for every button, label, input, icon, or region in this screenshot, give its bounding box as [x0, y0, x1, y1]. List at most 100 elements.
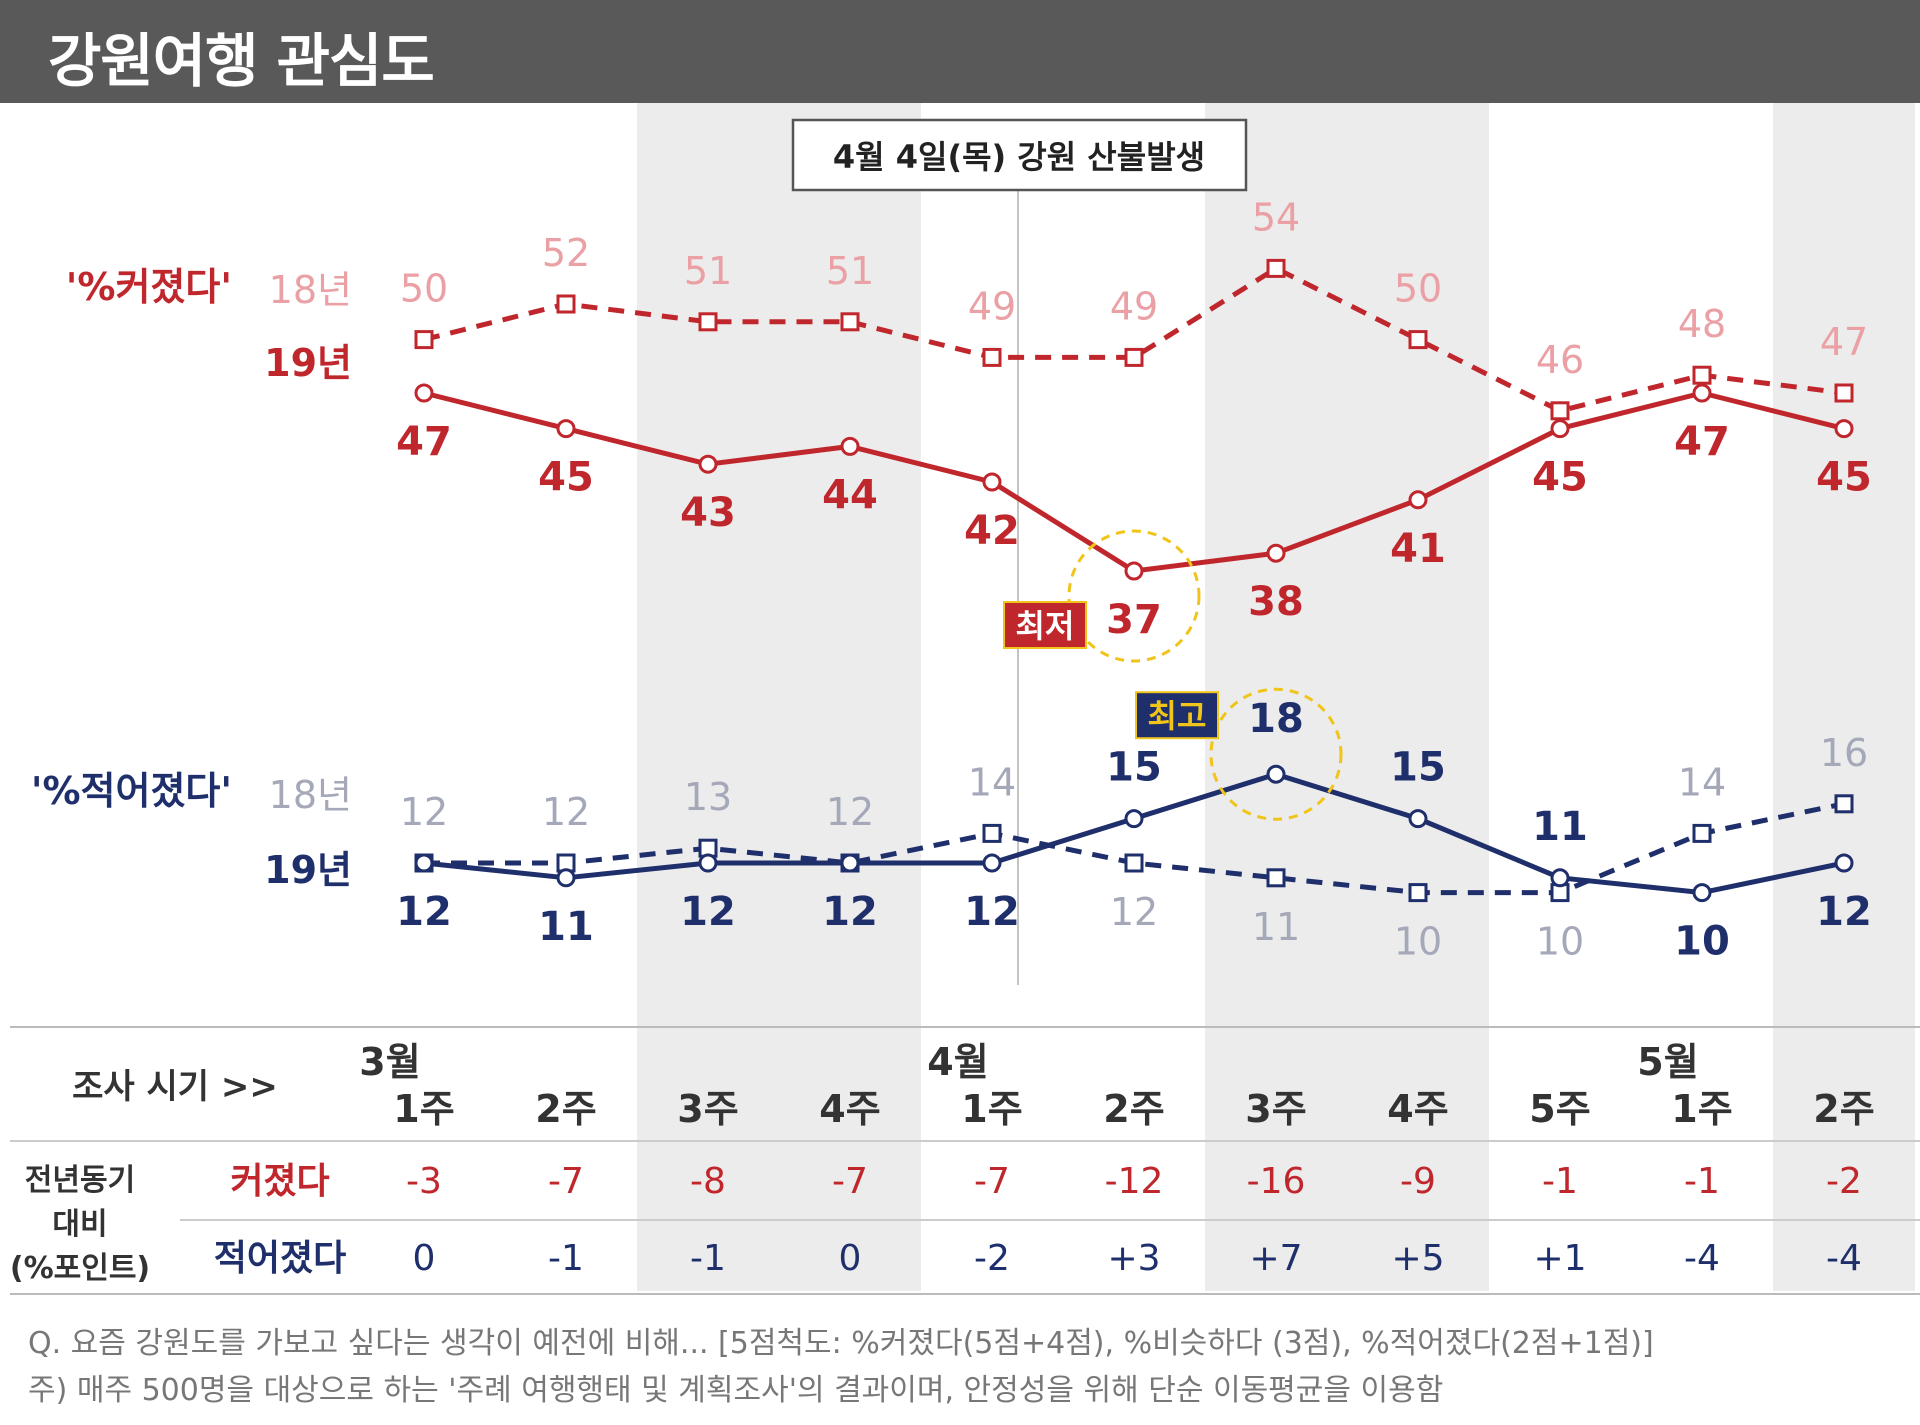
data-label-19-0-4: 42	[964, 508, 1020, 554]
point-1-0-6	[1266, 868, 1286, 888]
table-cell-0-2: -8	[690, 1161, 726, 1202]
table-cell-0-8: -1	[1542, 1161, 1578, 1202]
row-group-label-0: 전년동기	[25, 1163, 135, 1198]
data-label-19-1-1: 11	[538, 904, 594, 950]
point-0-0-3	[840, 312, 860, 332]
point-1-0-9	[1692, 823, 1712, 843]
event-label: 4월 4일(목) 강원 산불발생	[833, 138, 1205, 176]
period-month-9: 5월	[1637, 1040, 1698, 1084]
data-label-19-1-3: 12	[822, 889, 878, 935]
table-cell-0-10: -2	[1826, 1161, 1862, 1202]
period-week-1: 2주	[535, 1087, 596, 1131]
point-0-1-4	[982, 472, 1002, 492]
badge-text-0: 최저	[1016, 607, 1075, 645]
data-label-19-1-10: 12	[1816, 889, 1872, 935]
data-label-18-0-1: 52	[542, 231, 590, 275]
data-label-18-0-4: 49	[968, 284, 1016, 328]
data-label-19-0-7: 41	[1390, 526, 1446, 572]
point-0-0-4	[982, 347, 1002, 367]
point-1-1-3	[840, 853, 860, 873]
series-label-18-1: 18년	[269, 773, 352, 817]
column-shade-7	[1347, 103, 1489, 1291]
point-1-0-10	[1834, 794, 1854, 814]
column-shade-10	[1773, 103, 1915, 1291]
badge-box-1	[1135, 691, 1219, 740]
footnote-question: Q. 요즘 강원도를 가보고 싶다는 생각이 예전에 비해... [5점척도: …	[28, 1326, 1654, 1361]
period-week-0: 1주	[393, 1087, 454, 1131]
period-week-3: 4주	[819, 1087, 880, 1131]
period-week-7: 4주	[1387, 1087, 1448, 1131]
point-0-1-5	[1124, 561, 1144, 581]
column-shade-2	[637, 103, 779, 1291]
row-group-label-2: (%포인트)	[10, 1251, 150, 1286]
row-group-label-1: 대비	[52, 1207, 107, 1242]
table-cell-0-3: -7	[832, 1161, 868, 1202]
table-cell-0-5: -12	[1105, 1161, 1164, 1202]
data-label-18-1-5: 12	[1110, 890, 1158, 934]
data-label-18-0-3: 51	[826, 249, 874, 293]
table-cell-0-9: -1	[1684, 1161, 1720, 1202]
point-0-0-1	[556, 294, 576, 314]
point-0-0-0	[414, 330, 434, 350]
data-label-19-1-5: 15	[1106, 745, 1162, 791]
column-shade-3	[779, 103, 921, 1291]
series-label-19-0: 19년	[264, 341, 352, 385]
data-label-18-0-2: 51	[684, 249, 732, 293]
data-label-18-1-6: 11	[1252, 905, 1300, 949]
data-label-19-0-10: 45	[1816, 455, 1872, 501]
data-label-18-0-5: 49	[1110, 284, 1158, 328]
period-week-9: 1주	[1671, 1087, 1732, 1131]
point-0-1-1	[556, 419, 576, 439]
table-cell-1-5: +3	[1107, 1238, 1160, 1279]
point-1-1-2	[698, 853, 718, 873]
data-label-18-1-8: 10	[1536, 920, 1584, 964]
data-label-18-1-0: 12	[400, 790, 448, 834]
data-label-18-1-2: 13	[684, 775, 732, 819]
data-label-18-0-10: 47	[1820, 320, 1868, 364]
data-label-18-1-4: 14	[968, 760, 1016, 804]
footnote-note: 주) 매주 500명을 대상으로 하는 '주례 여행행태 및 계획조사'의 결과…	[28, 1373, 1444, 1408]
period-week-6: 3주	[1245, 1087, 1306, 1131]
point-1-1-0	[414, 853, 434, 873]
data-label-19-1-7: 15	[1390, 745, 1446, 791]
table-cell-1-10: -4	[1826, 1238, 1862, 1279]
series-label-18-0: 18년	[269, 268, 352, 312]
point-0-0-7	[1408, 330, 1428, 350]
period-week-2: 3주	[677, 1087, 738, 1131]
table-cell-1-2: -1	[690, 1238, 726, 1279]
data-label-19-0-2: 43	[680, 490, 736, 536]
period-week-5: 2주	[1103, 1087, 1164, 1131]
point-0-0-9	[1692, 365, 1712, 385]
data-label-18-1-3: 12	[826, 790, 874, 834]
table-cell-1-4: -2	[974, 1238, 1010, 1279]
data-label-19-0-6: 38	[1248, 579, 1304, 625]
table-cell-1-7: +5	[1391, 1238, 1444, 1279]
data-label-18-0-7: 50	[1394, 267, 1442, 311]
table-header-label: 조사 시기 >>	[72, 1067, 278, 1107]
point-1-1-8	[1550, 868, 1570, 888]
series-label-19-1: 19년	[264, 848, 352, 892]
title-bar: 강원여행 관심도	[0, 0, 1920, 103]
point-1-1-1	[556, 868, 576, 888]
point-1-0-4	[982, 823, 1002, 843]
table-cell-0-1: -7	[548, 1161, 584, 1202]
table-row-label-1: 적어졌다	[214, 1238, 346, 1279]
data-label-19-1-8: 11	[1532, 804, 1588, 850]
point-1-1-9	[1692, 883, 1712, 903]
table-cell-0-7: -9	[1400, 1161, 1436, 1202]
point-0-0-5	[1124, 347, 1144, 367]
point-0-1-10	[1834, 419, 1854, 439]
data-label-18-0-9: 48	[1678, 302, 1726, 346]
table-cell-1-1: -1	[548, 1238, 584, 1279]
group-label-0: '%커졌다'	[66, 265, 232, 309]
point-0-1-0	[414, 383, 434, 403]
page-title: 강원여행 관심도	[48, 27, 435, 95]
point-0-1-7	[1408, 490, 1428, 510]
point-1-1-6	[1266, 764, 1286, 784]
data-label-18-0-0: 50	[400, 267, 448, 311]
point-0-0-8	[1550, 401, 1570, 421]
data-label-19-1-2: 12	[680, 889, 736, 935]
point-0-1-6	[1266, 543, 1286, 563]
data-label-18-1-1: 12	[542, 790, 590, 834]
data-label-18-0-8: 46	[1536, 338, 1584, 382]
